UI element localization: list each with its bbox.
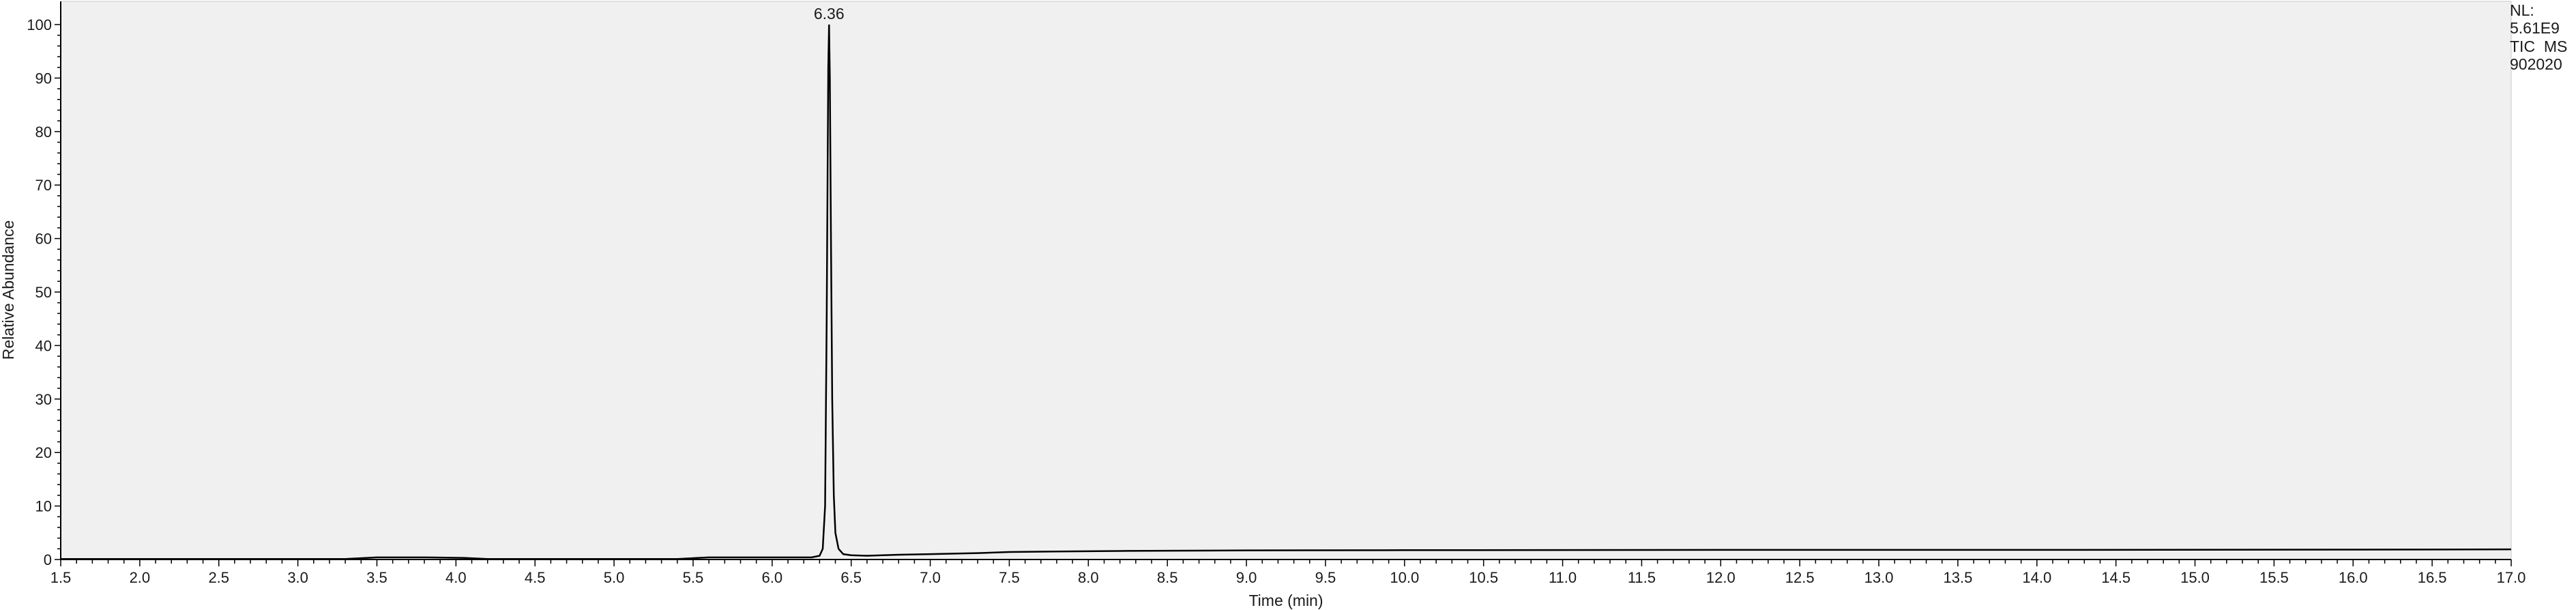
x-axis-title: Time (min): [1248, 592, 1323, 609]
x-tick-label: 11.5: [1628, 569, 1656, 586]
x-tick-label: 13.0: [1864, 569, 1894, 586]
nl-value: 5.61E9: [2510, 19, 2560, 37]
x-tick-label: 12.0: [1706, 569, 1736, 586]
x-tick-label: 14.0: [2022, 569, 2051, 586]
y-tick-label: 10: [35, 498, 52, 515]
y-tick-label: 40: [35, 337, 52, 354]
x-tick-label: 7.0: [920, 569, 941, 586]
y-tick-label: 20: [35, 444, 52, 461]
x-tick-label: 13.5: [1943, 569, 1972, 586]
x-tick-label: 10.0: [1390, 569, 1419, 586]
y-axis-title: Relative Abundance: [0, 220, 17, 360]
x-tick-label: 4.5: [525, 569, 546, 586]
x-tick-label: 5.0: [604, 569, 625, 586]
x-tick-label: 10.5: [1469, 569, 1498, 586]
x-tick-label: 9.5: [1315, 569, 1336, 586]
y-tick-label: 90: [35, 70, 52, 87]
y-tick-label: 50: [35, 284, 52, 301]
x-tick-label: 2.5: [208, 569, 229, 586]
x-tick-label: 7.5: [999, 569, 1020, 586]
x-tick-label: 11.0: [1549, 569, 1577, 586]
x-axis-ticks: 1.5 2.0 2.5 3.0 3.5 4.0 4.5 5.0 5.5 6.0 6.5 7.0 7.5 8…: [50, 560, 2526, 586]
x-tick-label: 8.0: [1078, 569, 1099, 586]
x-tick-label: 6.5: [840, 569, 862, 586]
peak-label: 6.36: [814, 5, 845, 23]
x-tick-label: 16.0: [2339, 569, 2368, 586]
x-tick-label: 3.0: [287, 569, 308, 586]
plot-area: [60, 1, 2512, 560]
nl-label: NL:: [2510, 1, 2534, 19]
scan-filter: TIC MS: [2510, 38, 2568, 55]
x-tick-label: 17.0: [2497, 569, 2526, 586]
x-tick-label: 2.0: [130, 569, 151, 586]
y-axis-ticks: 0 10 20 30 40 50 60 70 80 90 100: [27, 16, 61, 568]
x-tick-label: 6.0: [762, 569, 783, 586]
x-tick-label: 5.5: [683, 569, 704, 586]
y-tick-label: 60: [35, 231, 52, 248]
y-tick-label: 80: [35, 124, 52, 141]
x-tick-label: 9.0: [1236, 569, 1257, 586]
x-tick-label: 8.5: [1157, 569, 1178, 586]
x-tick-label: 15.5: [2259, 569, 2289, 586]
x-tick-label: 14.5: [2101, 569, 2131, 586]
sample-id: 902020: [2510, 55, 2562, 73]
x-tick-label: 15.0: [2180, 569, 2210, 586]
x-tick-label: 12.5: [1785, 569, 1815, 586]
y-tick-label: 70: [35, 177, 52, 194]
x-tick-label: 1.5: [50, 569, 72, 586]
x-tick-label: 4.0: [445, 569, 467, 586]
y-tick-label: 30: [35, 391, 52, 408]
x-tick-label: 16.5: [2418, 569, 2447, 586]
y-tick-label: 100: [27, 16, 52, 33]
y-tick-label: 0: [44, 551, 52, 568]
x-tick-label: 3.5: [366, 569, 387, 586]
